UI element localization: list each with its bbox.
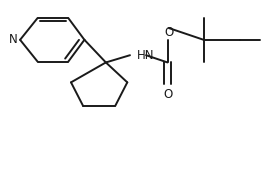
Text: N: N [9, 33, 18, 46]
Text: O: O [163, 88, 172, 101]
Text: HN: HN [137, 49, 154, 62]
Text: O: O [164, 26, 173, 39]
